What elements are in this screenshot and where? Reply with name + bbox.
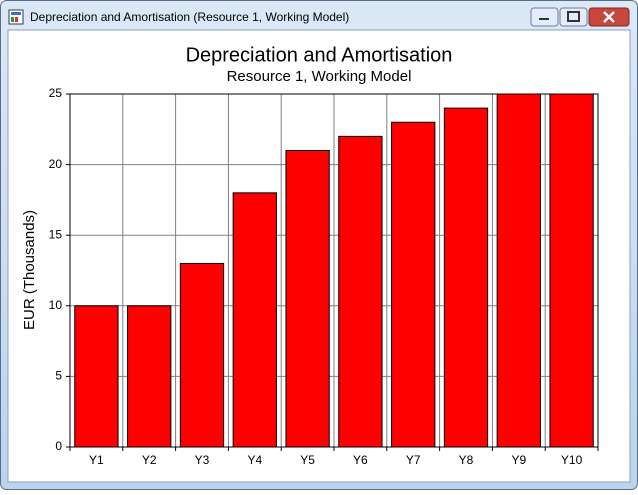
bar [443, 107, 489, 448]
y-tick-label: 0 [55, 439, 62, 453]
y-tick-label: 15 [49, 227, 63, 241]
chart-subtitle: Resource 1, Working Model [227, 68, 412, 85]
x-tick-label: Y5 [300, 453, 315, 467]
bar [127, 305, 172, 448]
window-title: Depreciation and Amortisation (Resource … [30, 10, 349, 24]
y-axis-label: EUR (Thousands) [21, 210, 38, 330]
plot-border [69, 93, 599, 448]
bar [179, 262, 225, 448]
maximize-button[interactable] [559, 7, 588, 27]
bar [232, 192, 277, 448]
x-tick-label: Y4 [247, 453, 262, 467]
y-tick-label: 25 [49, 86, 63, 100]
y-tick-label: 5 [55, 369, 62, 383]
close-button[interactable] [588, 7, 630, 27]
bar [285, 149, 330, 448]
x-tick-label: Y9 [511, 453, 526, 467]
bar [496, 93, 541, 448]
x-tick-label: Y7 [406, 453, 421, 467]
chart-title: Depreciation and Amortisation [186, 44, 453, 66]
x-tick-label: Y6 [353, 453, 368, 467]
x-tick-label: Y10 [561, 453, 583, 467]
bar [338, 135, 383, 448]
y-tick-label: 10 [49, 298, 63, 312]
x-tick-label: Y2 [142, 453, 157, 467]
bar [74, 305, 119, 448]
bar [549, 93, 594, 448]
x-tick-label: Y3 [195, 453, 210, 467]
app-icon [8, 9, 24, 25]
y-tick-label: 20 [49, 157, 63, 171]
x-tick-label: Y8 [459, 453, 474, 467]
minimize-button[interactable] [530, 7, 559, 27]
bar [391, 121, 436, 448]
x-tick-label: Y1 [89, 453, 104, 467]
